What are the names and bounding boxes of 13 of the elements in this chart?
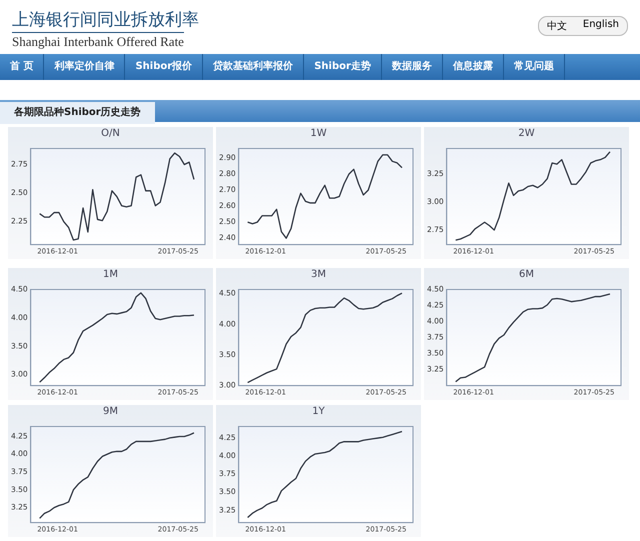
text: Shanghai Interbank Offered Rate — [12, 32, 184, 50]
chart-title: 2W — [517, 127, 536, 141]
chart-title: 1M — [102, 268, 119, 282]
text: 各期限品种Shibor历史走势 — [0, 102, 155, 124]
text: 上海银行间同业拆放利率 — [12, 9, 199, 31]
language-switch: 中文 English — [538, 16, 628, 36]
chart-title: 1Y — [311, 405, 326, 419]
chart-title: 9M — [102, 405, 119, 419]
chart-title: 6M — [518, 268, 535, 282]
chart-title: 1W — [309, 127, 328, 141]
menu-bar: 首 页 利率定价自律 Shibor报价 贷款基础利率报价 Shibor走势 数据服务 信息披露 常见问题 — [0, 54, 640, 80]
chart-title: 3M — [310, 268, 327, 282]
chart-title: O/N — [100, 127, 121, 141]
